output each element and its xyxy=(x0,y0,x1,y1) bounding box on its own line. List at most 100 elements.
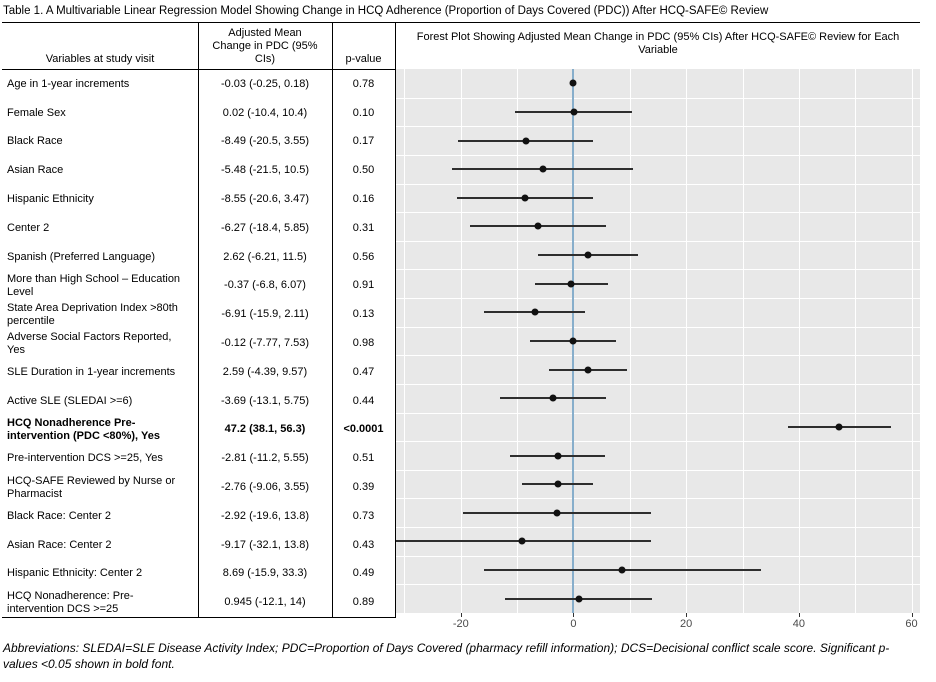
table-row-pvalue: 0.51 xyxy=(352,452,375,465)
axis-tick-label: 20 xyxy=(680,618,693,630)
table-row-pvalue: 0.16 xyxy=(352,193,375,206)
table-row-label: SLE Duration in 1-year increments xyxy=(7,365,176,378)
axis-tick-label: 0 xyxy=(570,618,577,630)
forest-point xyxy=(618,566,626,574)
horizontal-gridline xyxy=(396,212,920,214)
forest-point xyxy=(569,337,577,345)
table-row-label: Hispanic Ethnicity xyxy=(7,193,94,206)
table-row-pvalue: 0.39 xyxy=(352,481,375,494)
table-bottom-border xyxy=(2,617,396,618)
vertical-gridline xyxy=(855,69,857,613)
table-row-pvalue: 0.31 xyxy=(352,221,375,234)
axis-tick-label: 60 xyxy=(905,618,918,630)
table-title: Table 1. A Multivariable Linear Regressi… xyxy=(3,5,769,17)
table-row-estimate: -5.48 (-21.5, 10.5) xyxy=(220,164,310,177)
table-row-estimate: -8.49 (-20.5, 3.55) xyxy=(220,135,310,148)
forest-point xyxy=(584,251,592,259)
horizontal-gridline xyxy=(396,326,920,328)
horizontal-gridline xyxy=(396,383,920,385)
table-row-estimate: -6.27 (-18.4, 5.85) xyxy=(220,221,310,234)
estimates-column: -0.03 (-0.25, 0.18) 0.02 (-10.4, 10.4) -8.… xyxy=(198,70,332,617)
table-row-pvalue: 0.49 xyxy=(352,567,375,580)
vertical-gridline xyxy=(404,69,406,613)
table-row-estimate: -2.92 (-19.6, 13.8) xyxy=(220,509,310,522)
table-row-pvalue: 0.78 xyxy=(352,77,375,90)
forest-point xyxy=(569,79,577,87)
table-row-pvalue: 0.44 xyxy=(352,394,375,407)
table-row-label: Spanish (Preferred Language) xyxy=(7,250,155,263)
column-divider xyxy=(395,22,396,618)
vertical-gridline xyxy=(517,69,519,613)
table-row-pvalue: <0.0001 xyxy=(343,423,384,436)
forest-point xyxy=(521,194,529,202)
forest-point xyxy=(554,480,562,488)
horizontal-gridline xyxy=(396,97,920,99)
table-row-pvalue: 0.56 xyxy=(352,250,375,263)
horizontal-gridline xyxy=(396,555,920,557)
table-row-label: Asian Race: Center 2 xyxy=(7,538,112,551)
table-row-estimate: -3.69 (-13.1, 5.75) xyxy=(220,394,310,407)
table-row-estimate: -0.03 (-0.25, 0.18) xyxy=(220,77,310,90)
horizontal-gridline xyxy=(396,126,920,128)
table-row-pvalue: 0.89 xyxy=(352,596,375,609)
table-row-label: Pre-intervention DCS >=25, Yes xyxy=(7,452,163,465)
table-row-estimate: 2.62 (-6.21, 11.5) xyxy=(223,250,307,263)
table-row-pvalue: 0.91 xyxy=(352,279,375,292)
abbreviations-footnote: Abbreviations: SLEDAI=SLE Disease Activi… xyxy=(3,641,890,671)
vertical-gridline xyxy=(742,69,744,613)
col-header-forest-plot: Forest Plot Showing Adjusted Mean Change… xyxy=(416,31,900,56)
table-row-estimate: -2.81 (-11.2, 5.55) xyxy=(221,452,309,465)
table-row-estimate: -2.76 (-9.06, 3.55) xyxy=(220,481,310,494)
pvalues-column: 0.78 0.10 0.17 0.50 0.16 0.31 0.56 0.91 0.13 0.98… xyxy=(332,70,395,617)
horizontal-gridline xyxy=(396,412,920,414)
column-divider xyxy=(198,22,199,618)
table-row-estimate: 2.59 (-4.39, 9.57) xyxy=(222,365,308,378)
table-row-pvalue: 0.17 xyxy=(352,135,375,148)
horizontal-gridline xyxy=(396,527,920,529)
table-row-label: Adverse Social Factors Reported, Yes xyxy=(7,330,172,356)
horizontal-gridline xyxy=(396,584,920,586)
table-row-label: Black Race xyxy=(7,135,63,148)
horizontal-gridline xyxy=(396,355,920,357)
table-row-pvalue: 0.73 xyxy=(352,509,375,522)
table-row-pvalue: 0.47 xyxy=(352,365,375,378)
vertical-gridline xyxy=(911,69,913,613)
table-row-label: Female Sex xyxy=(7,106,66,119)
table-row-estimate: -0.12 (-7.77, 7.53) xyxy=(220,337,310,350)
table-row-label: HCQ Nonadherence Pre-intervention (PDC <… xyxy=(7,416,160,442)
table-row-label: State Area Deprivation Index >80th perce… xyxy=(7,301,178,327)
forest-point xyxy=(539,165,547,173)
horizontal-gridline xyxy=(396,154,920,156)
vertical-gridline xyxy=(629,69,631,613)
axis-tick xyxy=(573,613,575,617)
table-row-label: Hispanic Ethnicity: Center 2 xyxy=(7,567,143,580)
forest-plot-panel xyxy=(396,69,920,613)
table-row-estimate: 8.69 (-15.9, 33.3) xyxy=(222,567,308,580)
vertical-gridline xyxy=(460,69,462,613)
regression-table: Variables at study visit Adjusted Mean C… xyxy=(2,22,920,630)
horizontal-gridline xyxy=(396,298,920,300)
forest-point xyxy=(531,308,539,316)
forest-point xyxy=(522,137,530,145)
col-header-pvalue: p-value xyxy=(345,53,382,65)
forest-point xyxy=(584,366,592,374)
forest-plot-x-axis: -20 0 20 40 60 xyxy=(396,613,920,640)
axis-tick xyxy=(798,613,800,617)
horizontal-gridline xyxy=(396,469,920,471)
horizontal-gridline xyxy=(396,498,920,500)
forest-point xyxy=(518,537,526,545)
table-row-pvalue: 0.50 xyxy=(352,164,375,177)
table-row-estimate: -9.17 (-32.1, 13.8) xyxy=(220,538,310,551)
axis-tick-label: 40 xyxy=(792,618,805,630)
table-row-estimate: 0.02 (-10.4, 10.4) xyxy=(222,106,308,119)
vertical-gridline xyxy=(798,69,800,613)
table-row-pvalue: 0.13 xyxy=(352,308,375,321)
header-bottom-border xyxy=(2,69,396,70)
variable-labels-column: Age in 1-year increments Female Sex Black … xyxy=(2,70,198,617)
table-row-estimate: 47.2 (38.1, 56.3) xyxy=(224,423,306,436)
forest-point xyxy=(575,595,583,603)
forest-point xyxy=(549,394,557,402)
table-row-estimate: -8.55 (-20.6, 3.47) xyxy=(220,193,310,206)
table-row-label: Center 2 xyxy=(7,221,50,234)
